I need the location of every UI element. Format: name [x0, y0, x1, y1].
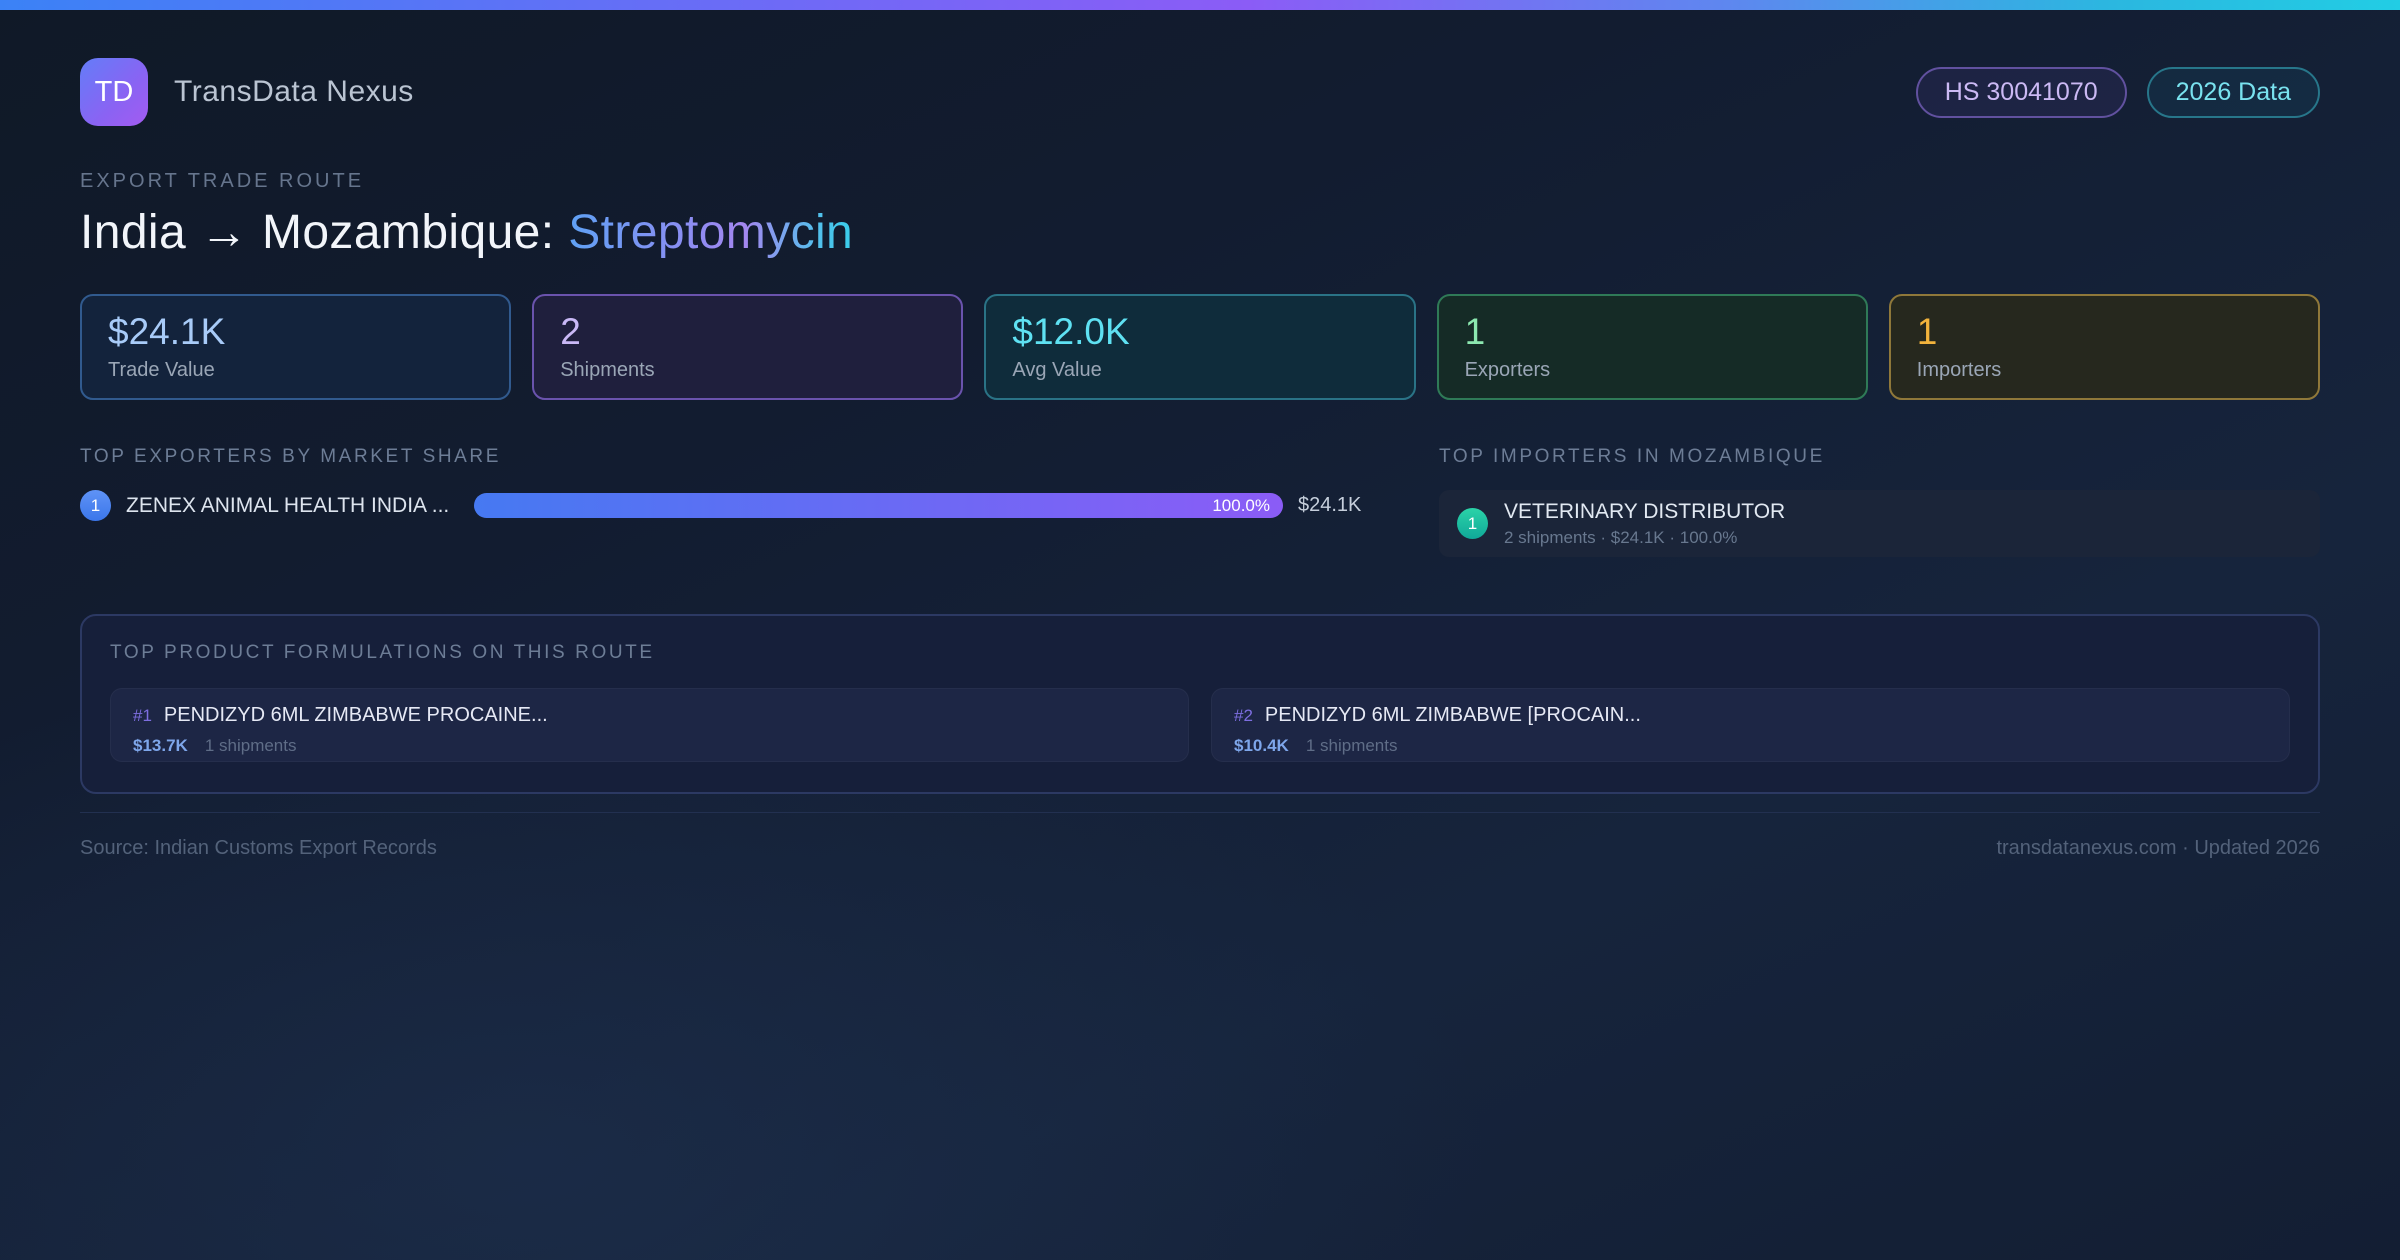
exporter-row: 1 ZENEX ANIMAL HEALTH INDIA ... 100.0% $…: [80, 490, 1364, 521]
importer-list-item: 1 VETERINARY DISTRIBUTOR 2 shipments · $…: [1439, 490, 2320, 557]
formulation-value: $13.7K: [133, 736, 188, 755]
stat-value: 2: [560, 310, 581, 352]
formulation-card: #2 PENDIZYD 6ML ZIMBABWE [PROCAIN... $10…: [1211, 688, 2290, 762]
top-exporters-section: TOP EXPORTERS BY MARKET SHARE 1 ZENEX AN…: [80, 446, 1364, 557]
rank-badge: 1: [80, 490, 111, 521]
market-share-bar-track: 100.0%: [474, 493, 1283, 518]
stat-label: Shipments: [560, 359, 655, 382]
app-logo: TD: [80, 58, 148, 126]
formulation-stats: $13.7K 1 shipments: [133, 736, 1166, 756]
importer-details: 2 shipments · $24.1K · 100.0%: [1504, 527, 1738, 547]
exporters-heading: TOP EXPORTERS BY MARKET SHARE: [80, 446, 502, 467]
source-note: Source: Indian Customs Export Records: [80, 837, 437, 859]
page-title: India → Mozambique: Streptomycin: [80, 205, 2320, 260]
header-badges: HS 30041070 2026 Data: [1915, 66, 2320, 118]
stat-card-avg-value: $12.0K Avg Value: [984, 294, 1416, 400]
stat-label: Importers: [1916, 359, 2002, 382]
importers-heading: TOP IMPORTERS IN MOZAMBIQUE: [1439, 446, 1825, 467]
route-title: India → Mozambique:: [80, 206, 569, 259]
formulations-grid: #1 PENDIZYD 6ML ZIMBABWE PROCAINE... $13…: [110, 688, 2290, 762]
stat-label: Avg Value: [1012, 359, 1102, 382]
page-container: TD TransData Nexus HS 30041070 2026 Data…: [0, 58, 2400, 860]
formulation-header: #2 PENDIZYD 6ML ZIMBABWE [PROCAIN...: [1234, 704, 2267, 727]
formulations-heading: TOP PRODUCT FORMULATIONS ON THIS ROUTE: [110, 642, 655, 663]
stat-value: 1: [1464, 310, 1486, 352]
site-credit: transdatanexus.com · Updated 2026: [1996, 837, 2320, 859]
formulation-card: #1 PENDIZYD 6ML ZIMBABWE PROCAINE... $13…: [110, 688, 1189, 762]
formulation-rank: #2: [1234, 706, 1253, 725]
brand: TD TransData Nexus: [80, 58, 414, 126]
stat-card-exporters: 1 Exporters: [1436, 294, 1868, 400]
route-eyebrow: EXPORT TRADE ROUTE: [80, 170, 365, 192]
stat-label: Trade Value: [108, 359, 215, 382]
header: TD TransData Nexus HS 30041070 2026 Data: [80, 58, 2320, 126]
stat-card-trade-value: $24.1K Trade Value: [80, 294, 512, 400]
top-importers-section: TOP IMPORTERS IN MOZAMBIQUE 1 VETERINARY…: [1439, 446, 2320, 557]
exporter-value: $24.1K: [1298, 494, 1362, 516]
formulation-stats: $10.4K 1 shipments: [1234, 736, 2267, 756]
footer: Source: Indian Customs Export Records tr…: [80, 812, 2320, 860]
formulation-name: PENDIZYD 6ML ZIMBABWE [PROCAIN...: [1264, 704, 1641, 726]
product-name: Streptomycin: [568, 206, 854, 259]
formulation-header: #1 PENDIZYD 6ML ZIMBABWE PROCAINE...: [133, 704, 1166, 727]
stat-value: $24.1K: [108, 310, 226, 352]
year-data-badge[interactable]: 2026 Data: [2146, 66, 2320, 118]
market-share-bar: 100.0%: [474, 493, 1283, 518]
top-accent-bar: [0, 0, 2400, 10]
market-share-percent: 100.0%: [1212, 495, 1270, 515]
importer-info: VETERINARY DISTRIBUTOR 2 shipments · $24…: [1504, 500, 1785, 548]
two-column-section: TOP EXPORTERS BY MARKET SHARE 1 ZENEX AN…: [80, 446, 2320, 557]
formulation-shipments: 1 shipments: [1305, 736, 1398, 755]
stat-value: $12.0K: [1012, 310, 1130, 352]
stat-card-shipments: 2 Shipments: [532, 294, 964, 400]
hs-code-badge[interactable]: HS 30041070: [1915, 66, 2127, 118]
formulation-name: PENDIZYD 6ML ZIMBABWE PROCAINE...: [163, 704, 548, 726]
app-title: TransData Nexus: [174, 75, 414, 108]
importer-name: VETERINARY DISTRIBUTOR: [1504, 499, 1786, 523]
exporter-name: ZENEX ANIMAL HEALTH INDIA ...: [126, 493, 450, 517]
stat-card-importers: 1 Importers: [1888, 294, 2320, 400]
formulation-rank: #1: [133, 706, 152, 725]
formulation-value: $10.4K: [1234, 736, 1289, 755]
formulations-panel: TOP PRODUCT FORMULATIONS ON THIS ROUTE #…: [80, 614, 2320, 794]
stat-cards-row: $24.1K Trade Value 2 Shipments $12.0K Av…: [80, 294, 2320, 400]
formulation-shipments: 1 shipments: [204, 736, 297, 755]
rank-badge: 1: [1457, 508, 1488, 539]
stat-label: Exporters: [1464, 359, 1551, 382]
stat-value: 1: [1916, 310, 1938, 352]
